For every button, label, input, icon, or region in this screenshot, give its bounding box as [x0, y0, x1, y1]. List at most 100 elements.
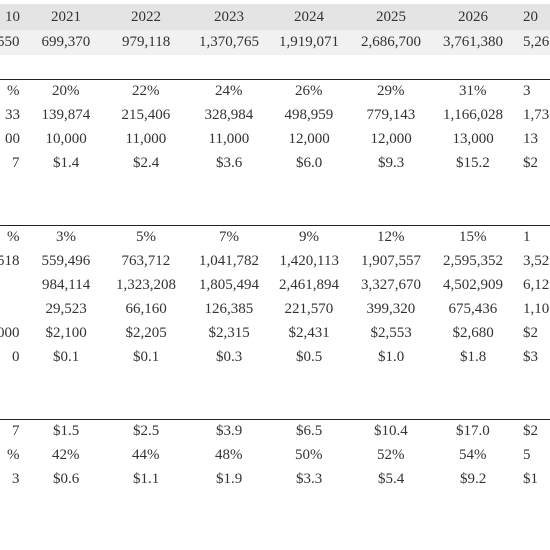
- cell: 12,000: [288, 131, 330, 147]
- cell: 15%: [459, 229, 487, 245]
- cell: $6.5: [296, 423, 323, 439]
- cell: 31%: [459, 83, 487, 99]
- cell: 7: [12, 423, 20, 439]
- cell: $0.3: [216, 349, 243, 365]
- cell: $2: [523, 155, 538, 171]
- cell: 3,761,380: [443, 34, 503, 50]
- cell: $2,205: [125, 325, 167, 341]
- cell: $2,315: [208, 325, 250, 341]
- cell: 1,73: [523, 107, 550, 123]
- cell: 5,26: [523, 34, 550, 50]
- column-header: 20: [523, 9, 538, 25]
- cell: 0: [12, 349, 20, 365]
- cell: 48%: [215, 447, 243, 463]
- cell: $9.3: [378, 155, 405, 171]
- cell: $2,680: [452, 325, 494, 341]
- cell: 3,327,670: [361, 277, 421, 293]
- cell: $1: [523, 471, 538, 487]
- cell: 000: [0, 325, 20, 341]
- cell: $3.3: [296, 471, 323, 487]
- column-header: 2023: [214, 9, 244, 25]
- cell: 979,118: [122, 34, 171, 50]
- cell: 10,000: [45, 131, 87, 147]
- cell: 29%: [377, 83, 405, 99]
- cell: 1,805,494: [199, 277, 259, 293]
- cell: 33: [5, 107, 20, 123]
- cell: 11,000: [125, 131, 167, 147]
- cell: 54%: [459, 447, 487, 463]
- cell: 1,907,557: [361, 253, 421, 269]
- cell: 1,041,782: [199, 253, 259, 269]
- cell: 52%: [377, 447, 405, 463]
- cell: 2,595,352: [443, 253, 503, 269]
- cell: $0.5: [296, 349, 323, 365]
- cell: 3: [12, 471, 20, 487]
- cell: 7: [12, 155, 20, 171]
- cell: 328,984: [204, 107, 254, 123]
- cell: 26%: [295, 83, 323, 99]
- row-band: [0, 30, 550, 55]
- header-band: [0, 4, 550, 30]
- cell: $1.0: [378, 349, 405, 365]
- cell: 11,000: [208, 131, 250, 147]
- cell: $2,100: [45, 325, 87, 341]
- cell: 12%: [377, 229, 405, 245]
- cell: 399,320: [366, 301, 416, 317]
- column-header: 2025: [376, 9, 406, 25]
- cell: $2,553: [370, 325, 412, 341]
- cell: 50%: [295, 447, 323, 463]
- cell: 00: [5, 131, 20, 147]
- cell: $0.1: [53, 349, 80, 365]
- cell: 42%: [52, 447, 80, 463]
- cell: 5: [523, 447, 531, 463]
- cell: 13: [523, 131, 538, 147]
- cell: %: [7, 83, 20, 99]
- cell: $3.9: [216, 423, 243, 439]
- cell: 126,385: [204, 301, 254, 317]
- cell: $1.1: [133, 471, 160, 487]
- cell: 3%: [56, 229, 76, 245]
- cell: $2: [523, 325, 538, 341]
- cell: $1.9: [216, 471, 243, 487]
- cell: %: [7, 229, 20, 245]
- cell: 2,686,700: [361, 34, 421, 50]
- cell: $6.0: [296, 155, 323, 171]
- cell: 675,436: [448, 301, 498, 317]
- cell: 7%: [219, 229, 239, 245]
- cell: 139,874: [41, 107, 91, 123]
- cell: 1: [523, 229, 531, 245]
- cell: $1.8: [460, 349, 487, 365]
- cell: 66,160: [125, 301, 167, 317]
- cell: 221,570: [284, 301, 334, 317]
- cell: 2,461,894: [279, 277, 339, 293]
- column-header: 2022: [131, 9, 161, 25]
- cell: $2.4: [133, 155, 160, 171]
- cell: 13,000: [452, 131, 494, 147]
- section-rule: [0, 79, 550, 80]
- column-header: 10: [5, 9, 20, 25]
- cell: 559,496: [41, 253, 91, 269]
- cell: $1.5: [53, 423, 80, 439]
- cell: $2.5: [133, 423, 160, 439]
- cell: 215,406: [121, 107, 171, 123]
- cell: $10.4: [374, 423, 408, 439]
- cell: 20%: [52, 83, 80, 99]
- cell: $2: [523, 423, 538, 439]
- cell: 779,143: [366, 107, 416, 123]
- cell: $2,431: [288, 325, 330, 341]
- section-rule: [0, 225, 550, 226]
- cell: 498,959: [284, 107, 334, 123]
- column-header: 2021: [51, 9, 81, 25]
- cell: 699,370: [41, 34, 91, 50]
- cell: 6,12: [523, 277, 550, 293]
- cell: 3: [523, 83, 531, 99]
- cell: 4,502,909: [443, 277, 503, 293]
- cell: 763,712: [121, 253, 171, 269]
- cell: 1,420,113: [279, 253, 339, 269]
- column-header: 2026: [458, 9, 488, 25]
- column-header: 2024: [294, 9, 324, 25]
- cell: 1,919,071: [279, 34, 339, 50]
- cell: 29,523: [45, 301, 87, 317]
- cell: $9.2: [460, 471, 487, 487]
